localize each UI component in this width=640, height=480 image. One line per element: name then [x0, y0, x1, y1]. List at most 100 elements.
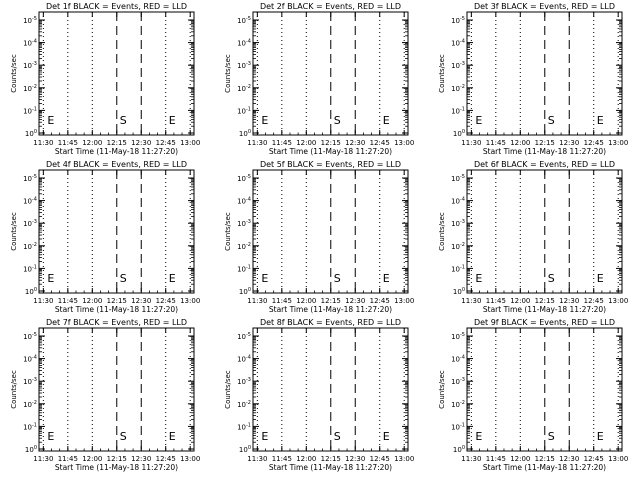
x-tick-label: 12:15 [321, 455, 341, 463]
y-tick-label: 10-3 [451, 377, 465, 386]
x-tick-label: 13:00 [394, 297, 414, 305]
y-tick-label: 10-3 [23, 61, 37, 70]
marker-s: S [334, 272, 341, 285]
y-tick-label: 10-3 [237, 219, 251, 228]
x-tick-label: 11:30 [247, 139, 267, 147]
x-tick-label: 12:00 [296, 139, 316, 147]
x-tick-label: 11:30 [247, 297, 267, 305]
marker-e: E [597, 114, 604, 127]
y-axis-label: Counts/sec [224, 370, 232, 409]
marker-s: S [548, 114, 555, 127]
marker-e: E [47, 430, 54, 443]
x-tick-label: 12:45 [584, 297, 604, 305]
x-tick-label: 12:15 [107, 139, 127, 147]
x-tick-label: 12:45 [370, 297, 390, 305]
x-tick-label: 12:15 [535, 455, 555, 463]
y-tick-label: 10-1 [451, 106, 465, 115]
x-tick-label: 11:30 [247, 455, 267, 463]
marker-e: E [597, 430, 604, 443]
x-tick-label: 11:45 [58, 139, 78, 147]
y-tick-label: 10-5 [23, 332, 37, 341]
y-tick-label: 10-1 [237, 264, 251, 273]
x-tick-label: 12:45 [156, 455, 176, 463]
y-tick-label: 10-5 [451, 332, 465, 341]
x-tick-label: 12:30 [345, 455, 365, 463]
x-tick-label: 12:30 [559, 455, 579, 463]
x-tick-label: 12:45 [156, 139, 176, 147]
y-tick-label: 10-1 [237, 422, 251, 431]
y-tick-label: 10-5 [237, 332, 251, 341]
y-tick-label: 10-2 [237, 242, 251, 251]
y-tick-label: 10-4 [451, 197, 465, 206]
marker-e: E [475, 114, 482, 127]
y-axis-label: Counts/sec [224, 212, 232, 251]
marker-e: E [383, 272, 390, 285]
y-tick-label: 10-2 [451, 242, 465, 251]
x-axis-label: Start Time (11-May-18 11:27:20) [269, 147, 392, 156]
x-tick-label: 13:00 [608, 139, 628, 147]
x-axis-label: Start Time (11-May-18 11:27:20) [483, 147, 606, 156]
y-axis-label: Counts/sec [438, 370, 446, 409]
y-tick-label: 10-2 [451, 400, 465, 409]
x-axis-label: Start Time (11-May-18 11:27:20) [55, 305, 178, 314]
marker-s: S [334, 114, 341, 127]
y-tick-label: 10-3 [451, 219, 465, 228]
y-axis-label: Counts/sec [10, 370, 18, 409]
x-tick-label: 11:45 [486, 297, 506, 305]
x-tick-label: 11:45 [486, 455, 506, 463]
y-tick-label: 10-1 [451, 422, 465, 431]
y-tick-label: 10-4 [451, 355, 465, 364]
y-axis-label: Counts/sec [10, 54, 18, 93]
y-tick-label: 10-3 [237, 61, 251, 70]
panel-9: Det 9f BLACK = Events, RED = LLD 100 10-1 1… [438, 318, 628, 472]
y-tick-label: 100 [239, 129, 251, 138]
x-tick-label: 12:15 [535, 297, 555, 305]
marker-e: E [383, 114, 390, 127]
x-tick-label: 12:00 [510, 139, 530, 147]
x-tick-label: 13:00 [608, 297, 628, 305]
y-tick-label: 10-5 [451, 174, 465, 183]
marker-e: E [383, 430, 390, 443]
panel-title: Det 3f BLACK = Events, RED = LLD [474, 2, 615, 11]
y-axis-label: Counts/sec [10, 212, 18, 251]
y-tick-label: 10-4 [237, 355, 251, 364]
x-tick-label: 13:00 [394, 455, 414, 463]
y-tick-label: 10-4 [23, 39, 37, 48]
panel-1: Det 1f BLACK = Events, RED = LLD 100 10-1 1… [10, 2, 200, 156]
panel-4: Det 4f BLACK = Events, RED = LLD 100 10-1 1… [10, 160, 200, 314]
y-tick-label: 10-2 [23, 400, 37, 409]
x-tick-label: 12:30 [345, 297, 365, 305]
y-axis-label: Counts/sec [438, 54, 446, 93]
x-tick-label: 13:00 [180, 455, 200, 463]
y-tick-label: 10-2 [451, 84, 465, 93]
x-tick-label: 12:00 [82, 139, 102, 147]
x-tick-label: 11:30 [33, 139, 53, 147]
x-tick-label: 12:15 [535, 139, 555, 147]
x-tick-label: 12:30 [345, 139, 365, 147]
y-tick-label: 100 [25, 445, 37, 454]
x-tick-label: 12:00 [82, 455, 102, 463]
x-tick-label: 12:30 [131, 297, 151, 305]
y-tick-label: 10-4 [23, 355, 37, 364]
y-tick-label: 100 [453, 287, 465, 296]
panel-8: Det 8f BLACK = Events, RED = LLD 100 10-1 1… [224, 318, 414, 472]
y-tick-label: 10-5 [237, 16, 251, 25]
x-tick-label: 11:45 [58, 297, 78, 305]
marker-e: E [169, 272, 176, 285]
x-tick-label: 11:45 [272, 455, 292, 463]
y-axis-label: Counts/sec [438, 212, 446, 251]
x-tick-label: 12:45 [156, 297, 176, 305]
panel-title: Det 9f BLACK = Events, RED = LLD [474, 318, 615, 327]
x-tick-label: 12:30 [131, 139, 151, 147]
x-tick-label: 11:30 [461, 297, 481, 305]
marker-e: E [597, 272, 604, 285]
marker-s: S [120, 430, 127, 443]
y-tick-label: 10-2 [237, 84, 251, 93]
panel-3: Det 3f BLACK = Events, RED = LLD 100 10-1 1… [438, 2, 628, 156]
panel-6: Det 6f BLACK = Events, RED = LLD 100 10-1 1… [438, 160, 628, 314]
x-tick-label: 11:30 [33, 455, 53, 463]
x-tick-label: 11:45 [272, 139, 292, 147]
y-tick-label: 10-1 [451, 264, 465, 273]
marker-s: S [548, 430, 555, 443]
y-tick-label: 10-4 [237, 197, 251, 206]
